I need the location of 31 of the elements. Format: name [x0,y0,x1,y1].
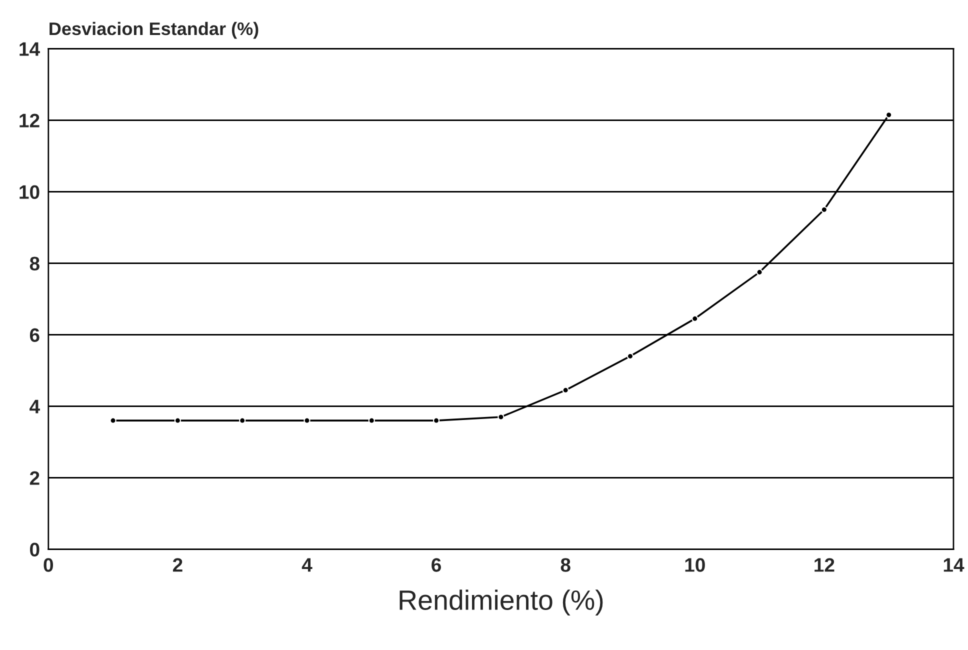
y-tick-label: 2 [30,471,40,485]
point [498,414,504,420]
x-tick-label: 0 [44,558,54,572]
point [174,417,181,424]
y-tick-label: 4 [30,400,40,414]
x-tick-label: 2 [172,558,182,572]
y-tick-label: 8 [30,256,40,270]
point [110,417,116,424]
point [562,386,569,394]
point [820,206,828,213]
y-tick-label: 6 [30,328,40,342]
x-tick-label: 12 [814,558,834,572]
point [886,112,892,118]
point [626,352,634,360]
x-tick-label: 8 [560,558,570,572]
y-tick-label: 14 [20,42,40,56]
y-tick-label: 0 [30,542,40,556]
point [239,417,246,424]
x-tick-label: 4 [302,558,312,572]
x-axis-title: Rendimiento (%) [400,590,603,616]
point [432,417,440,424]
x-tick-label: 6 [432,558,441,572]
point [368,417,375,424]
x-tick-label: 14 [944,558,964,572]
point [692,315,698,322]
point [756,268,763,276]
point [304,417,310,424]
y-axis-title: Desviacion Estandar (%) [50,22,258,39]
y-tick-label: 12 [20,114,40,128]
y-tick-label: 10 [20,185,40,199]
x-tick-label: 10 [685,558,705,572]
